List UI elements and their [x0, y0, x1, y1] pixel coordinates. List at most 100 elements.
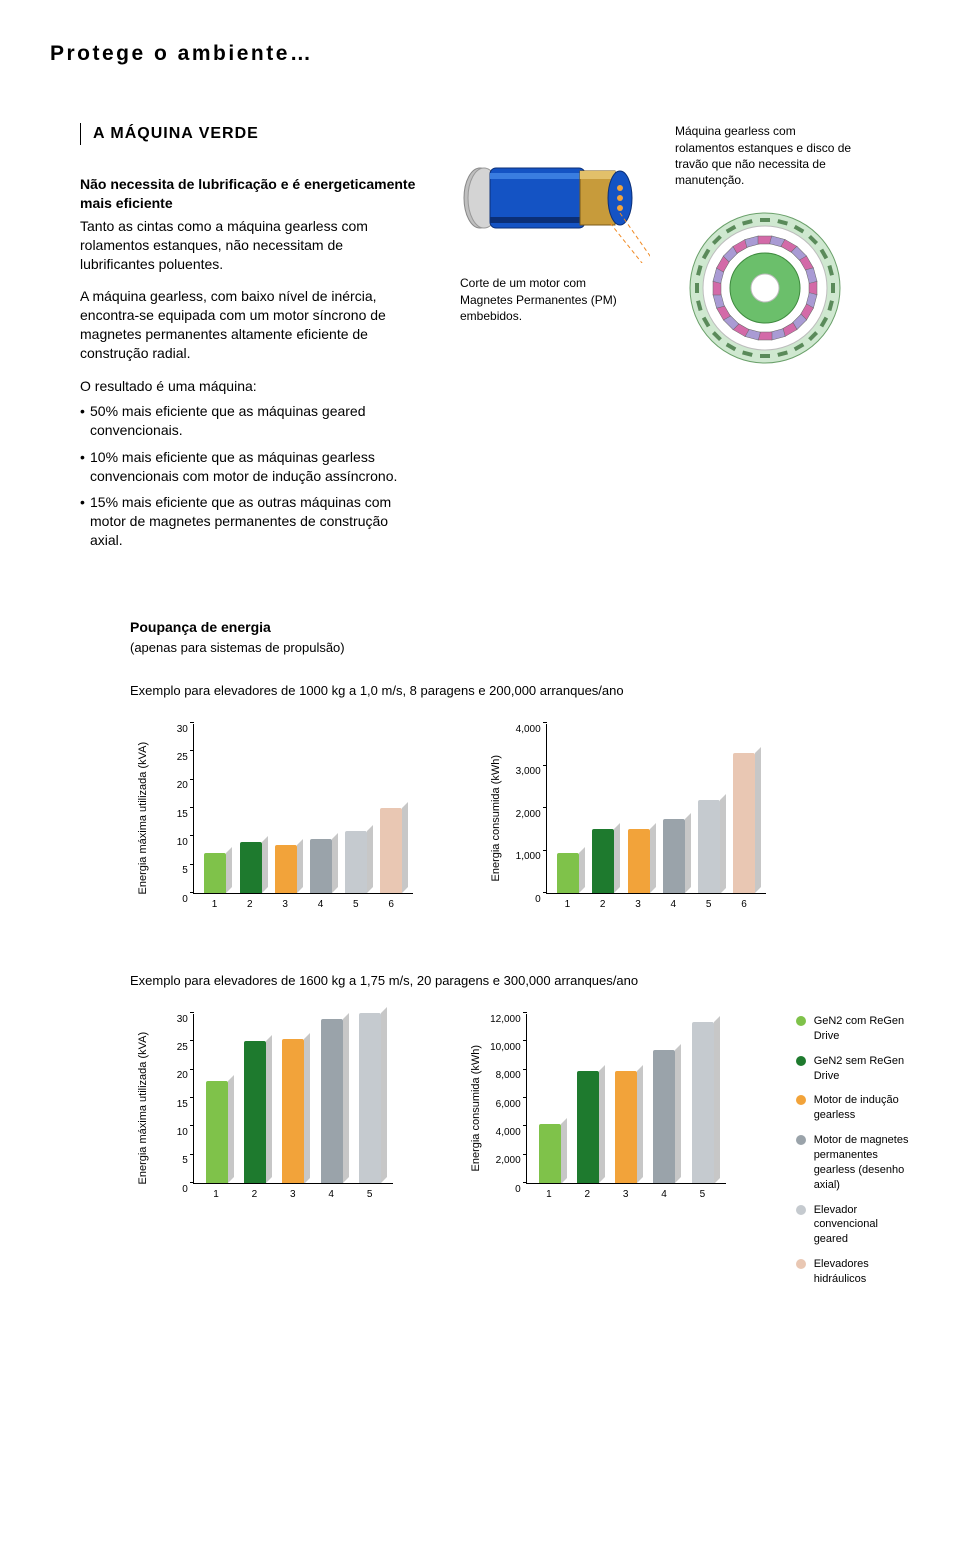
- legend-swatch: [796, 1056, 806, 1066]
- plot-area: 051015202530: [193, 724, 413, 894]
- legend-label: Elevadores hidráulicos: [814, 1257, 910, 1287]
- x-tick-label: 2: [237, 898, 263, 912]
- y-tick-label: 10: [148, 836, 188, 850]
- x-tick-label: 4: [307, 898, 333, 912]
- subheading: A MÁQUINA VERDE: [93, 123, 420, 145]
- x-tick-label: 4: [651, 1188, 677, 1202]
- legend-label: Elevador convencional geared: [814, 1203, 910, 1248]
- bar: [615, 1071, 637, 1183]
- x-tick-label: 5: [343, 898, 369, 912]
- y-tick-label: 2,000: [481, 1154, 521, 1168]
- y-tick-label: 4,000: [481, 1126, 521, 1140]
- y-tick-label: 5: [148, 864, 188, 878]
- y-tick-label: 20: [148, 1069, 188, 1083]
- bar: [359, 1013, 381, 1183]
- bullet-item: 50% mais eficiente que as máquinas geare…: [80, 402, 420, 440]
- x-tick-label: 3: [272, 898, 298, 912]
- bar: [204, 853, 226, 893]
- bar: [275, 845, 297, 893]
- x-tick-label: 1: [554, 898, 580, 912]
- legend-label: Motor de indução gearless: [814, 1093, 910, 1123]
- y-tick-label: 0: [148, 1182, 188, 1196]
- legend-label: GeN2 com ReGen Drive: [814, 1014, 910, 1044]
- intro-para-1: Tanto as cintas como a máquina gearless …: [80, 217, 420, 274]
- chart-2a: Energia máxima utilizada (kVA)0510152025…: [130, 1014, 393, 1202]
- legend-swatch: [796, 1135, 806, 1145]
- motor-icon: [450, 123, 650, 263]
- left-column: A MÁQUINA VERDE Não necessita de lubrifi…: [50, 123, 420, 558]
- legend-swatch: [796, 1095, 806, 1105]
- energy-title: Poupança de energia: [130, 618, 910, 637]
- y-tick-label: 10,000: [481, 1041, 521, 1055]
- bar: [653, 1050, 675, 1183]
- motor-caption: Corte de um motor com Magnetes Permanent…: [460, 275, 640, 324]
- bar: [592, 829, 614, 893]
- bar: [310, 839, 332, 893]
- legend-item: Elevador convencional geared: [796, 1203, 910, 1248]
- x-tick-label: 4: [318, 1188, 344, 1202]
- y-tick-label: 20: [148, 779, 188, 793]
- legend-swatch: [796, 1259, 806, 1269]
- y-tick-label: 0: [481, 1182, 521, 1196]
- x-tick-label: 1: [202, 898, 228, 912]
- energy-section: Poupança de energia (apenas para sistema…: [50, 618, 910, 1297]
- bar: [240, 842, 262, 893]
- x-tick-label: 3: [280, 1188, 306, 1202]
- bar: [345, 831, 367, 893]
- legend-item: GeN2 com ReGen Drive: [796, 1014, 910, 1044]
- bar: [663, 819, 685, 893]
- y-tick-label: 0: [148, 892, 188, 906]
- legend-item: Motor de magnetes permanentes gearless (…: [796, 1133, 910, 1192]
- y-tick-label: 30: [148, 722, 188, 736]
- bullet-item: 10% mais eficiente que as máquinas gearl…: [80, 448, 420, 486]
- bar: [628, 829, 650, 893]
- plot-area: 02,0004,0006,0008,00010,00012,000: [526, 1014, 726, 1184]
- y-tick-label: 3,000: [501, 765, 541, 779]
- intro-para-2: A máquina gearless, com baixo nível de i…: [80, 287, 420, 363]
- x-tick-label: 2: [590, 898, 616, 912]
- page-title: Protege o ambiente…: [50, 40, 910, 68]
- y-tick-label: 5: [148, 1154, 188, 1168]
- y-tick-label: 15: [148, 807, 188, 821]
- legend-item: GeN2 sem ReGen Drive: [796, 1054, 910, 1084]
- chart-2b: Energia consumida (kWh)02,0004,0006,0008…: [463, 1014, 726, 1202]
- example2-line: Exemplo para elevadores de 1600 kg a 1,7…: [130, 972, 910, 990]
- y-tick-label: 6,000: [481, 1097, 521, 1111]
- side-text: Máquina gearless com rolamentos estanque…: [675, 123, 855, 188]
- bar: [321, 1019, 343, 1183]
- bar: [380, 808, 402, 893]
- x-tick-label: 1: [536, 1188, 562, 1202]
- y-tick-label: 15: [148, 1097, 188, 1111]
- legend-label: GeN2 sem ReGen Drive: [814, 1054, 910, 1084]
- x-tick-label: 5: [357, 1188, 383, 1202]
- plot-area: 051015202530: [193, 1014, 393, 1184]
- bar: [282, 1039, 304, 1184]
- example1-line: Exemplo para elevadores de 1000 kg a 1,0…: [130, 682, 910, 700]
- bar: [539, 1124, 561, 1184]
- bar: [733, 753, 755, 893]
- bar: [557, 853, 579, 893]
- top-section: A MÁQUINA VERDE Não necessita de lubrifi…: [50, 123, 910, 558]
- legend-label: Motor de magnetes permanentes gearless (…: [814, 1133, 910, 1192]
- disc-icon: [685, 208, 845, 368]
- bar: [692, 1022, 714, 1184]
- legend-item: Motor de indução gearless: [796, 1093, 910, 1123]
- right-column: Corte de um motor com Magnetes Permanent…: [450, 123, 910, 558]
- bullet-list: 50% mais eficiente que as máquinas geare…: [80, 402, 420, 550]
- y-tick-label: 4,000: [501, 722, 541, 736]
- chart-1a: Energia máxima utilizada (kVA)0510152025…: [130, 724, 413, 912]
- x-tick-label: 2: [241, 1188, 267, 1202]
- motor-figure: Corte de um motor com Magnetes Permanent…: [450, 123, 650, 558]
- plot-area: 01,0002,0003,0004,000: [546, 724, 766, 894]
- bar: [244, 1041, 266, 1183]
- y-tick-label: 0: [501, 892, 541, 906]
- example2-row: Energia máxima utilizada (kVA)0510152025…: [130, 1014, 910, 1297]
- x-tick-label: 4: [660, 898, 686, 912]
- result-line: O resultado é uma máquina:: [80, 377, 420, 396]
- legend-swatch: [796, 1016, 806, 1026]
- x-tick-label: 6: [731, 898, 757, 912]
- x-tick-label: 3: [625, 898, 651, 912]
- energy-subtitle: (apenas para sistemas de propulsão): [130, 639, 910, 657]
- x-tick-label: 5: [689, 1188, 715, 1202]
- disc-figure: [675, 208, 855, 368]
